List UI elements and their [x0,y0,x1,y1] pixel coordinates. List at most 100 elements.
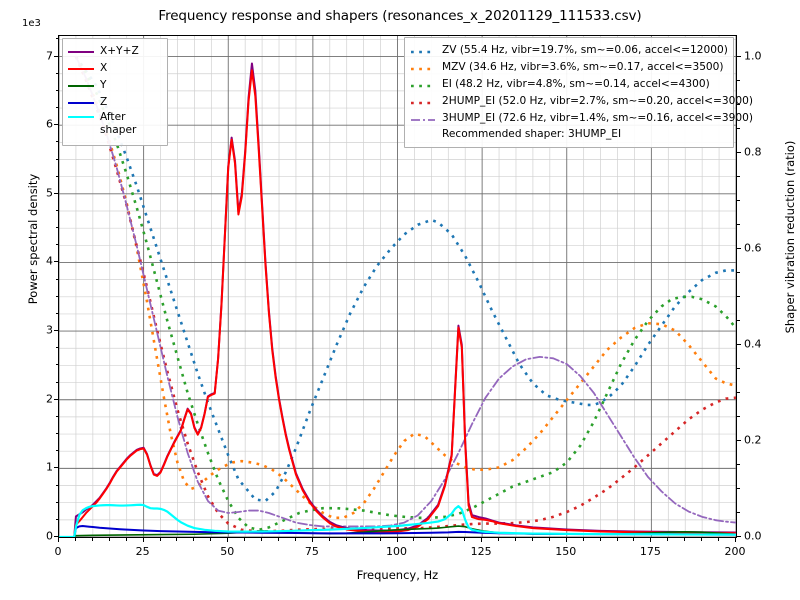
axis-tick-mark [345,538,347,541]
axis-tick-mark [54,467,58,469]
y-tick-label-left: 0 [46,529,53,543]
axis-tick-mark [55,175,58,177]
y-tick-label-right: 0.8 [744,145,762,159]
legend-item: X+Y+Z [68,43,161,60]
axis-tick-mark [108,538,110,541]
axis-tick-mark [278,538,280,541]
axis-tick-mark [684,538,686,541]
axis-tick-mark [55,501,58,503]
axis-tick-mark [481,538,483,542]
axis-tick-mark [55,107,58,109]
legend-item: X [68,60,161,77]
legend-swatch-line-icon [68,111,94,125]
axis-tick-mark [582,538,584,541]
axis-tick-mark [261,538,263,541]
x-tick-label: 50 [220,545,235,558]
axis-tick-mark [55,450,58,452]
axis-tick-mark [54,55,58,57]
legend-swatch-line-icon [68,45,94,59]
axis-tick-mark [55,38,58,40]
legend-axes: X+Y+Z X Y Z After shaper [62,38,168,146]
axis-tick-mark [737,536,741,537]
axis-tick-mark [737,511,740,513]
axis-tick-mark [650,538,652,542]
axis-tick-mark [737,55,741,57]
legend-item-label: 3HUMP_EI (72.6 Hz, vibr=1.4%, sm~=0.16, … [442,112,753,124]
legend-item: MZV (34.6 Hz, vibr=3.6%, sm~=0.17, accel… [410,59,727,76]
axis-tick-mark [565,538,567,542]
y-tick-label-right: 0.4 [744,337,762,351]
axis-tick-mark [54,330,58,332]
legend-item-label: ZV (55.4 Hz, vibr=19.7%, sm~=0.06, accel… [442,44,728,56]
axis-tick-mark [379,538,381,541]
axis-tick-mark [55,227,58,229]
axis-tick-mark [737,487,740,489]
axis-tick-mark [54,192,58,194]
axis-tick-mark [735,538,736,542]
axis-tick-mark [74,538,76,541]
y-tick-label-left: 2 [46,392,53,406]
axis-tick-mark [54,124,58,126]
legend-item: 2HUMP_EI (52.0 Hz, vibr=2.7%, sm~=0.20, … [410,93,753,110]
axis-tick-mark [159,538,161,541]
axis-tick-mark [55,347,58,349]
axis-tick-mark [55,415,58,417]
axis-tick-mark [55,158,58,160]
legend-item-label: X [100,62,108,74]
legend-item-label: Y [100,79,107,91]
axis-tick-mark [737,79,740,81]
axis-tick-mark [244,538,246,541]
axis-tick-mark [54,398,58,400]
y-axis-ticks-left: 0 1 2 3 4 5 6 7 [8,35,53,542]
axis-tick-mark [311,538,313,542]
axis-tick-mark [54,536,58,537]
x-tick-label: 175 [639,545,661,558]
x-tick-label: 75 [304,545,319,558]
axis-tick-mark [737,223,740,225]
axis-tick-mark [737,391,740,393]
axis-tick-mark [447,538,449,541]
axis-tick-mark [176,538,178,541]
axis-tick-mark [362,538,364,541]
legend-item-label: After shaper [100,111,137,136]
legend-swatch-line-icon [68,96,94,110]
legend-item: 3HUMP_EI (72.6 Hz, vibr=1.4%, sm~=0.16, … [410,110,753,127]
psd-curves [59,62,736,537]
legend-item-label: EI (48.2 Hz, vibr=4.8%, sm~=0.14, accel<… [442,78,710,90]
axis-tick-mark [294,538,296,541]
axis-tick-mark [193,538,195,541]
axis-tick-mark [464,538,466,541]
axis-tick-mark [55,72,58,74]
axis-tick-mark [54,261,58,263]
legend-item: Y [68,77,161,94]
x-axis-ticks: 0 25 50 75 100 125 150 175 200 [55,545,746,561]
axis-tick-mark [396,538,398,542]
chart-title: Frequency response and shapers (resonanc… [158,8,642,24]
axis-tick-mark [737,439,741,441]
legend-item-label: X+Y+Z [100,45,139,57]
axis-tick-mark [227,538,229,542]
legend-swatch-line-icon [68,79,94,93]
y-axis-ticks-right: 0.0 0.2 0.4 0.6 0.8 1.0 [744,35,789,542]
y-tick-label-right: 0.6 [744,241,762,255]
x-tick-label: 0 [54,545,62,558]
x-tick-label: 200 [724,545,746,558]
axis-tick-mark [737,175,740,177]
recommended-shaper-note: Recommended shaper: 3HUMP_EI [442,128,622,140]
y-tick-label-right: 1.0 [744,49,762,63]
axis-tick-mark [91,538,93,541]
legend-item: EI (48.2 Hz, vibr=4.8%, sm~=0.14, accel<… [410,76,727,93]
axis-tick-mark [737,415,740,417]
axis-tick-mark [599,538,601,541]
psd-curve-x [59,69,736,537]
axis-tick-mark [737,319,740,321]
legend-swatch-line-icon [410,95,436,109]
axis-tick-mark [55,484,58,486]
y-tick-label-left: 4 [46,254,53,268]
axis-tick-mark [737,367,740,369]
shaper-curve-zv [74,55,736,503]
legend-swatch-line-icon [410,112,436,126]
x-tick-label: 100 [386,545,407,558]
y-tick-label-right: 0.2 [744,433,762,447]
